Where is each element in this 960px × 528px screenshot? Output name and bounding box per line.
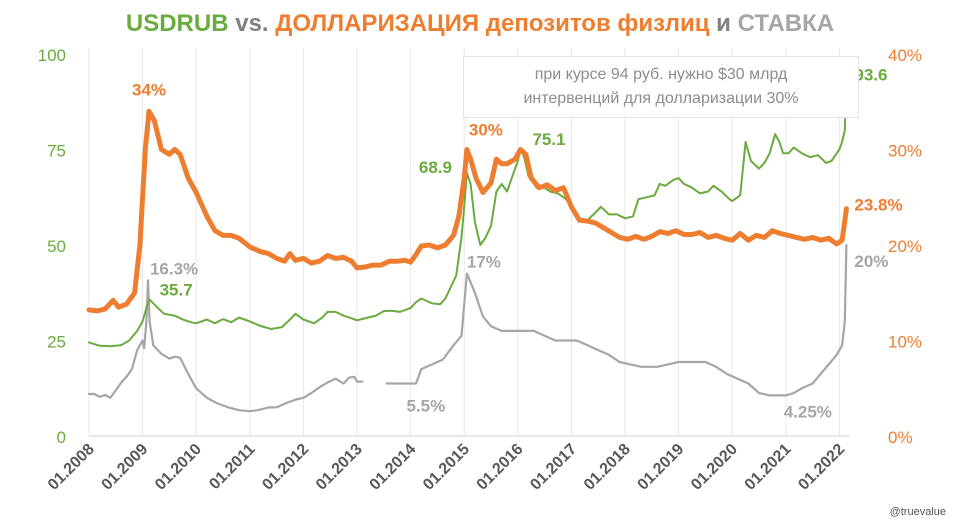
data-label: 4.25% — [784, 402, 832, 421]
left-axis-tick-label: 100 — [38, 46, 66, 65]
x-axis-tick-label: 01.2012 — [259, 441, 312, 494]
title-rate: СТАВКА — [737, 10, 835, 37]
x-axis-tick-label: 01.2010 — [152, 441, 205, 494]
data-label: 16.3% — [150, 259, 198, 278]
data-label: 20% — [854, 252, 888, 271]
data-label: 68.9 — [419, 158, 452, 177]
data-label: 23.8% — [854, 196, 902, 215]
title-usdrub: USDRUB — [125, 10, 229, 37]
left-axis-tick-label: 50 — [47, 237, 66, 256]
x-axis-tick-label: 01.2019 — [635, 441, 688, 494]
series-line-usdrub — [88, 77, 848, 348]
right-axis-tick-label: 20% — [888, 237, 922, 256]
x-axis-tick-label: 01.2011 — [206, 441, 258, 493]
x-axis-tick-label: 01.2008 — [45, 441, 98, 494]
x-axis-tick-label: 01.2020 — [688, 441, 741, 494]
annotation-note-box: при курсе 94 руб. нужно $30 млрд интерве… — [463, 56, 859, 118]
x-axis-tick-label: 01.2021 — [742, 441, 795, 494]
series-line-dollarization — [86, 108, 849, 314]
data-label: 34% — [132, 80, 166, 99]
watermark-label: @truevalue — [889, 506, 946, 518]
data-label: 5.5% — [406, 396, 445, 415]
x-axis-tick-label: 01.2016 — [474, 441, 527, 494]
left-axis-tick-label: 25 — [47, 333, 66, 352]
note-line-2: интервенций для долларизации 30% — [523, 90, 799, 107]
x-axis-tick-label: 01.2017 — [527, 441, 580, 494]
title-vs: vs. — [228, 10, 276, 37]
title-dollarization: ДОЛЛАРИЗАЦИЯ депозитов физлиц — [275, 10, 710, 37]
title-and: и — [709, 10, 738, 37]
x-axis-tick-label: 01.2018 — [581, 441, 634, 494]
x-axis-tick-label: 01.2013 — [313, 441, 366, 494]
chart-title: USDRUB vs. ДОЛЛАРИЗАЦИЯ депозитов физлиц… — [0, 10, 960, 38]
x-axis-tick-label: 01.2015 — [420, 441, 473, 494]
right-axis-tick-label: 0% — [888, 428, 913, 447]
series-line-key-rate — [87, 279, 364, 413]
x-axis-tick-label: 01.2009 — [99, 441, 152, 494]
data-label: 93.6 — [854, 65, 887, 84]
data-label: 35.7 — [160, 281, 193, 300]
data-label: 75.1 — [532, 130, 565, 149]
right-axis-tick-label: 10% — [888, 333, 922, 352]
note-line-1: при курсе 94 руб. нужно $30 млрд — [534, 66, 788, 83]
right-axis-tick-label: 30% — [888, 142, 922, 161]
left-axis-tick-label: 0 — [57, 428, 66, 447]
data-label: 30% — [469, 121, 503, 140]
x-axis-tick-label: 01.2022 — [795, 441, 848, 494]
x-axis-tick-label: 01.2014 — [367, 441, 420, 494]
right-axis-tick-label: 40% — [888, 46, 922, 65]
data-label: 17% — [467, 253, 501, 272]
left-axis-tick-label: 75 — [47, 142, 66, 161]
series-line-key-rate — [385, 243, 848, 397]
